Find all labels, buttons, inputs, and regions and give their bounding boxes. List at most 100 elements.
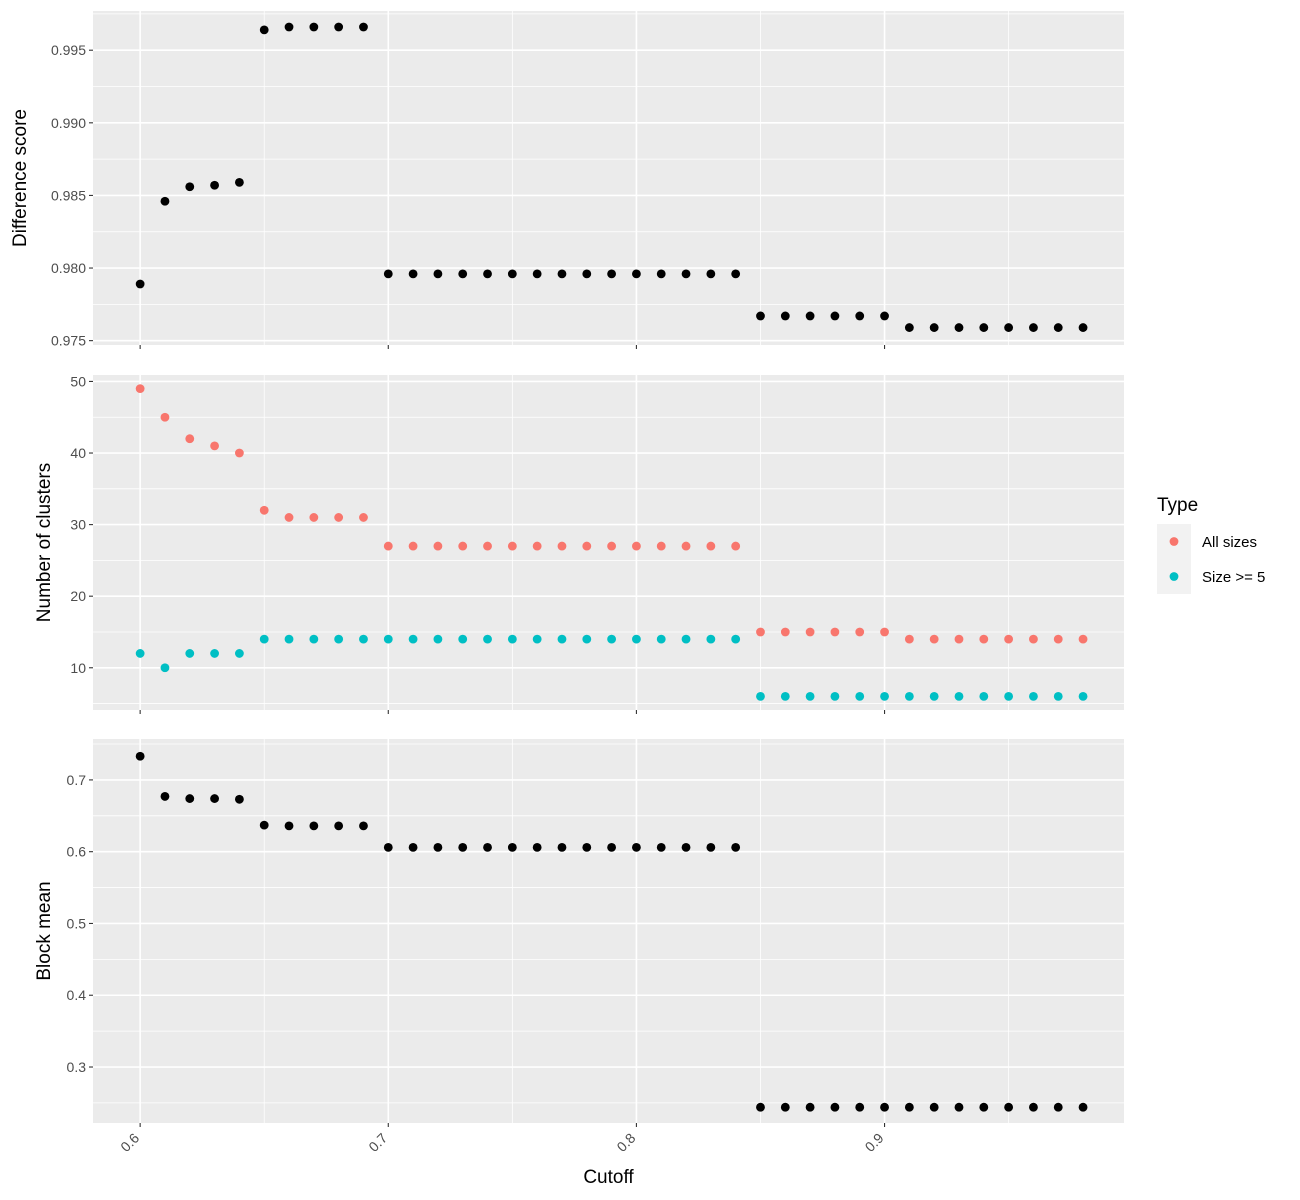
data-point — [780, 691, 790, 701]
data-point — [483, 634, 492, 644]
x-tick-label: 0.7 — [365, 1130, 390, 1155]
data-point — [433, 842, 443, 852]
data-point — [780, 627, 790, 637]
data-point — [656, 842, 666, 852]
data-point — [954, 1102, 964, 1112]
x-axis: 0.6 0.7 0.8 0.9 — [117, 1130, 887, 1155]
data-point — [780, 1102, 790, 1112]
data-point — [756, 311, 765, 321]
data-point — [234, 177, 244, 187]
data-point — [632, 541, 641, 551]
data-point — [805, 627, 815, 637]
data-point — [408, 842, 418, 852]
data-point — [632, 269, 641, 279]
data-point — [408, 269, 418, 279]
data-point — [259, 505, 269, 515]
data-point — [557, 842, 567, 852]
y-tick-label: 0.3 — [67, 1059, 87, 1075]
y-tick-label: 0.7 — [67, 772, 87, 788]
data-point — [880, 1102, 889, 1112]
data-point — [507, 634, 517, 644]
data-point — [185, 649, 195, 658]
data-point — [284, 821, 294, 831]
data-point — [359, 513, 368, 522]
data-point — [185, 434, 195, 444]
data-point — [234, 794, 244, 804]
chart-panels: 0.9750.9800.9850.9900.99510203040500.30.… — [51, 11, 1124, 1127]
data-point — [458, 634, 468, 644]
panel-1: 0.975 0.980 0.985 0.990 0.995 — [51, 11, 1124, 349]
data-point — [954, 323, 964, 332]
data-point — [681, 634, 691, 644]
data-point — [433, 634, 443, 644]
data-point — [185, 794, 195, 803]
data-point — [210, 180, 219, 190]
y-tick-label: 30 — [70, 517, 86, 533]
y-tick-label: 20 — [70, 588, 86, 604]
y-tick-label: 0.6 — [67, 844, 87, 860]
data-point — [805, 691, 815, 701]
data-point — [830, 627, 840, 637]
data-point — [1078, 323, 1088, 332]
data-point — [532, 541, 542, 551]
data-point — [979, 634, 989, 644]
data-point — [557, 269, 567, 279]
data-point — [1053, 323, 1063, 332]
data-point — [135, 649, 145, 658]
data-point — [507, 541, 517, 551]
data-point — [334, 634, 344, 644]
data-point — [359, 634, 368, 644]
data-point — [1078, 634, 1088, 644]
data-point — [731, 842, 741, 852]
data-point — [135, 384, 145, 394]
data-point — [880, 691, 889, 701]
data-point — [855, 311, 865, 321]
data-point — [706, 269, 716, 279]
legend-item: All sizes — [1157, 524, 1257, 559]
y-tick-label: 10 — [70, 660, 86, 676]
data-point — [234, 448, 244, 458]
data-point — [830, 691, 840, 701]
y-axis-title: Difference score — [10, 109, 31, 247]
data-point — [1078, 691, 1088, 701]
data-point — [160, 196, 170, 206]
legend-title: Type — [1157, 495, 1198, 516]
y-tick-label: 0.990 — [51, 115, 86, 131]
x-tick-label: 0.8 — [613, 1130, 638, 1155]
data-point — [656, 634, 666, 644]
legend-label: All sizes — [1202, 534, 1257, 551]
y-tick-label: 0.995 — [51, 42, 86, 58]
data-point — [383, 541, 393, 551]
data-point — [383, 634, 393, 644]
data-point — [1078, 1102, 1088, 1112]
data-point — [483, 541, 492, 551]
data-point — [185, 182, 195, 192]
legend-item: Size >= 5 — [1157, 559, 1265, 594]
data-point — [731, 269, 741, 279]
data-point — [805, 311, 815, 321]
data-point — [904, 634, 914, 644]
data-point — [954, 691, 964, 701]
data-point — [210, 649, 219, 658]
x-axis-title: Cutoff — [583, 1167, 634, 1188]
data-point — [160, 792, 170, 801]
data-point — [904, 323, 914, 332]
x-tick-label: 0.6 — [117, 1130, 142, 1155]
data-point — [458, 269, 468, 279]
data-point — [979, 1102, 989, 1112]
data-point — [309, 634, 319, 644]
data-point — [706, 842, 716, 852]
data-point — [929, 691, 939, 701]
data-point — [756, 627, 765, 637]
legend-marker — [1169, 572, 1179, 581]
y-axis-title: Number of clusters — [34, 463, 55, 622]
y-tick-label: 0.975 — [51, 333, 86, 349]
data-point — [582, 634, 592, 644]
data-point — [334, 22, 344, 32]
legend-label: Size >= 5 — [1202, 569, 1265, 586]
data-point — [681, 842, 691, 852]
data-point — [259, 25, 269, 35]
data-point — [904, 1102, 914, 1112]
data-point — [929, 323, 939, 332]
data-point — [880, 311, 889, 321]
